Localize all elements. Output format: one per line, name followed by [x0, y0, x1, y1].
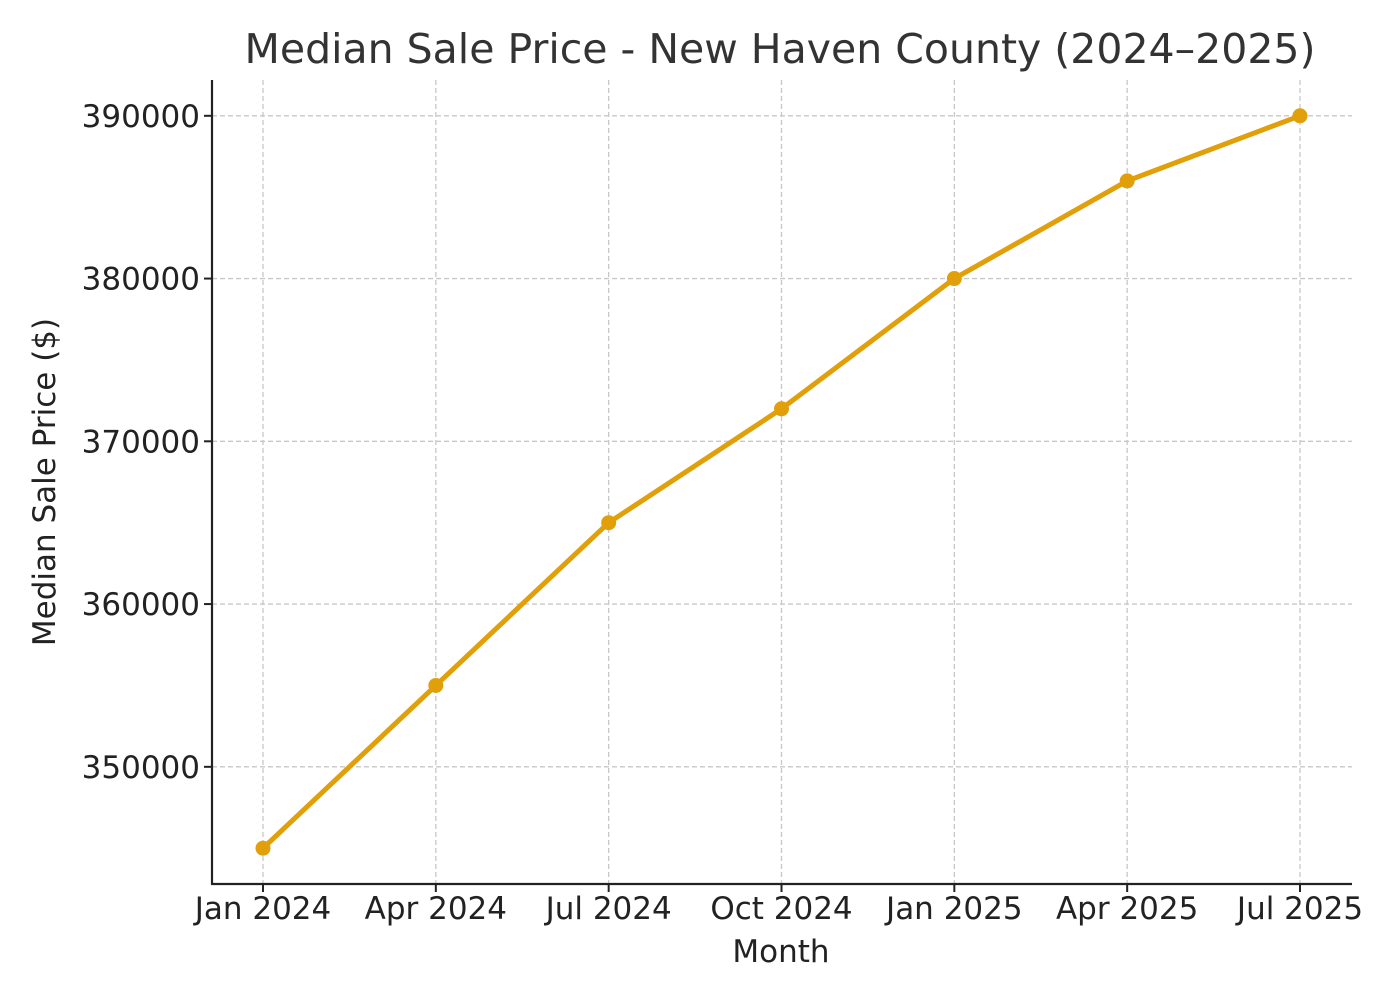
- data-point: [1292, 108, 1308, 124]
- data-point: [1119, 173, 1135, 189]
- x-tick-label: Jan 2024: [193, 891, 332, 927]
- y-tick-label: 370000: [82, 424, 200, 460]
- y-tick-label: 360000: [82, 587, 200, 623]
- data-point: [255, 840, 271, 856]
- chart-title: Median Sale Price - New Haven County (20…: [245, 25, 1316, 73]
- x-tick-label: Apr 2024: [365, 891, 507, 927]
- data-point: [428, 677, 444, 693]
- y-axis-label: Median Sale Price ($): [27, 318, 63, 646]
- x-tick-label: Oct 2024: [710, 891, 852, 927]
- data-point: [601, 515, 617, 531]
- data-point: [774, 401, 789, 417]
- x-axis-label: Month: [732, 934, 829, 970]
- x-tick-label: Apr 2025: [1056, 891, 1198, 927]
- y-tick-label: 380000: [82, 262, 200, 298]
- y-tick-label: 390000: [82, 99, 200, 135]
- x-tick-label: Jul 2024: [544, 891, 672, 927]
- series: [255, 108, 1308, 856]
- x-tick-label: Jan 2025: [884, 891, 1023, 927]
- y-tick-label: 350000: [82, 750, 200, 786]
- data-point: [946, 271, 962, 287]
- grid: [212, 80, 1352, 884]
- x-tick-label: Jul 2025: [1235, 891, 1363, 927]
- ticks: Jan 2024 Apr 2024 Jul 2024 Oct 2024 Jan 2025…: [82, 99, 1363, 927]
